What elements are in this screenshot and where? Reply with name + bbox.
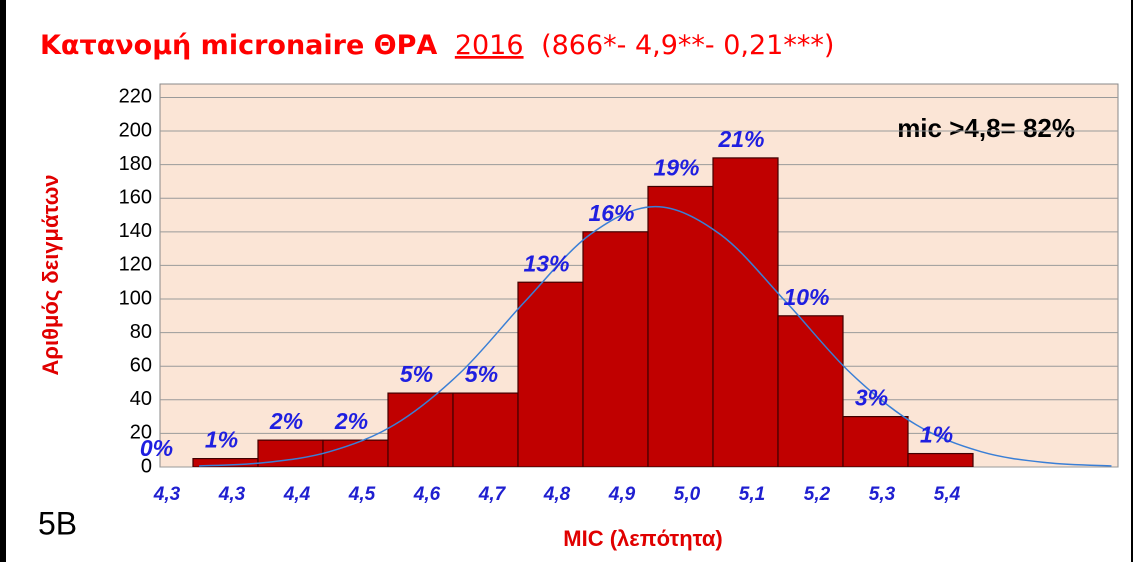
- title-stats: (866*- 4,9**- 0,21***): [541, 30, 834, 61]
- value-label: 21%: [717, 126, 764, 152]
- x-tick-label: 5,4: [934, 484, 961, 505]
- title-year: 2016: [455, 30, 524, 61]
- bar: [582, 231, 649, 467]
- bar: [387, 392, 454, 467]
- y-tick-label: 220: [119, 86, 152, 108]
- x-tick-label: 4,4: [283, 484, 311, 505]
- bar: [842, 416, 909, 467]
- y-tick-label: 0: [141, 455, 152, 477]
- y-tick-label: 40: [130, 388, 152, 410]
- panel-label: 5B: [38, 505, 77, 541]
- x-tick-label: 4,7: [478, 484, 507, 505]
- value-label: 2%: [334, 408, 368, 434]
- y-tick-label: 60: [130, 354, 152, 376]
- y-tick-label: 80: [130, 321, 152, 343]
- value-label: 16%: [588, 200, 634, 226]
- x-tick-label: 4,3: [153, 484, 181, 505]
- x-axis-title: MIC (λεπότητα): [563, 526, 722, 551]
- value-label: 13%: [523, 250, 569, 276]
- bar: [647, 185, 714, 467]
- bar: [452, 392, 519, 467]
- bar: [517, 281, 584, 467]
- y-tick-label: 200: [119, 119, 152, 141]
- value-label: 2%: [269, 408, 303, 434]
- bar: [777, 315, 844, 467]
- x-tick-label: 4,3: [218, 484, 246, 505]
- x-tick-label: 4,5: [348, 484, 376, 505]
- bar: [712, 157, 779, 467]
- y-tick-label: 160: [119, 187, 152, 209]
- y-axis-title: Αριθμός δειγμάτων: [38, 174, 63, 375]
- y-tick-label: 100: [119, 287, 152, 309]
- x-tick-label: 4,6: [413, 484, 441, 505]
- x-tick-label: 4,8: [543, 484, 571, 505]
- value-label: 1%: [920, 422, 953, 448]
- y-tick-label: 120: [119, 254, 152, 276]
- bar: [907, 452, 974, 467]
- title-main: Κατανομή micronaire ΘΡΑ: [40, 30, 437, 61]
- x-tick-label: 5,3: [869, 484, 896, 505]
- chart-title: Κατανομή micronaire ΘΡΑ 2016 (866*- 4,9*…: [40, 29, 834, 60]
- value-label: 5%: [400, 361, 433, 387]
- y-tick-label: 140: [119, 220, 152, 242]
- x-tick-label: 5,1: [739, 484, 765, 505]
- value-label: 5%: [465, 361, 498, 387]
- value-label: 19%: [653, 155, 699, 181]
- x-tick-label: 5,0: [674, 484, 701, 505]
- value-label: 10%: [783, 284, 829, 310]
- y-tick-label: 20: [130, 422, 152, 444]
- annotation: mic >4,8= 82%: [897, 113, 1075, 143]
- y-tick-label: 180: [119, 153, 152, 175]
- value-label: 0%: [140, 435, 173, 461]
- normal-curve: [199, 205, 1112, 467]
- bar: [322, 439, 389, 467]
- value-label: 3%: [855, 385, 888, 411]
- value-label: 1%: [205, 427, 238, 453]
- x-tick-label: 4,9: [608, 484, 636, 505]
- x-tick-label: 5,2: [804, 484, 831, 505]
